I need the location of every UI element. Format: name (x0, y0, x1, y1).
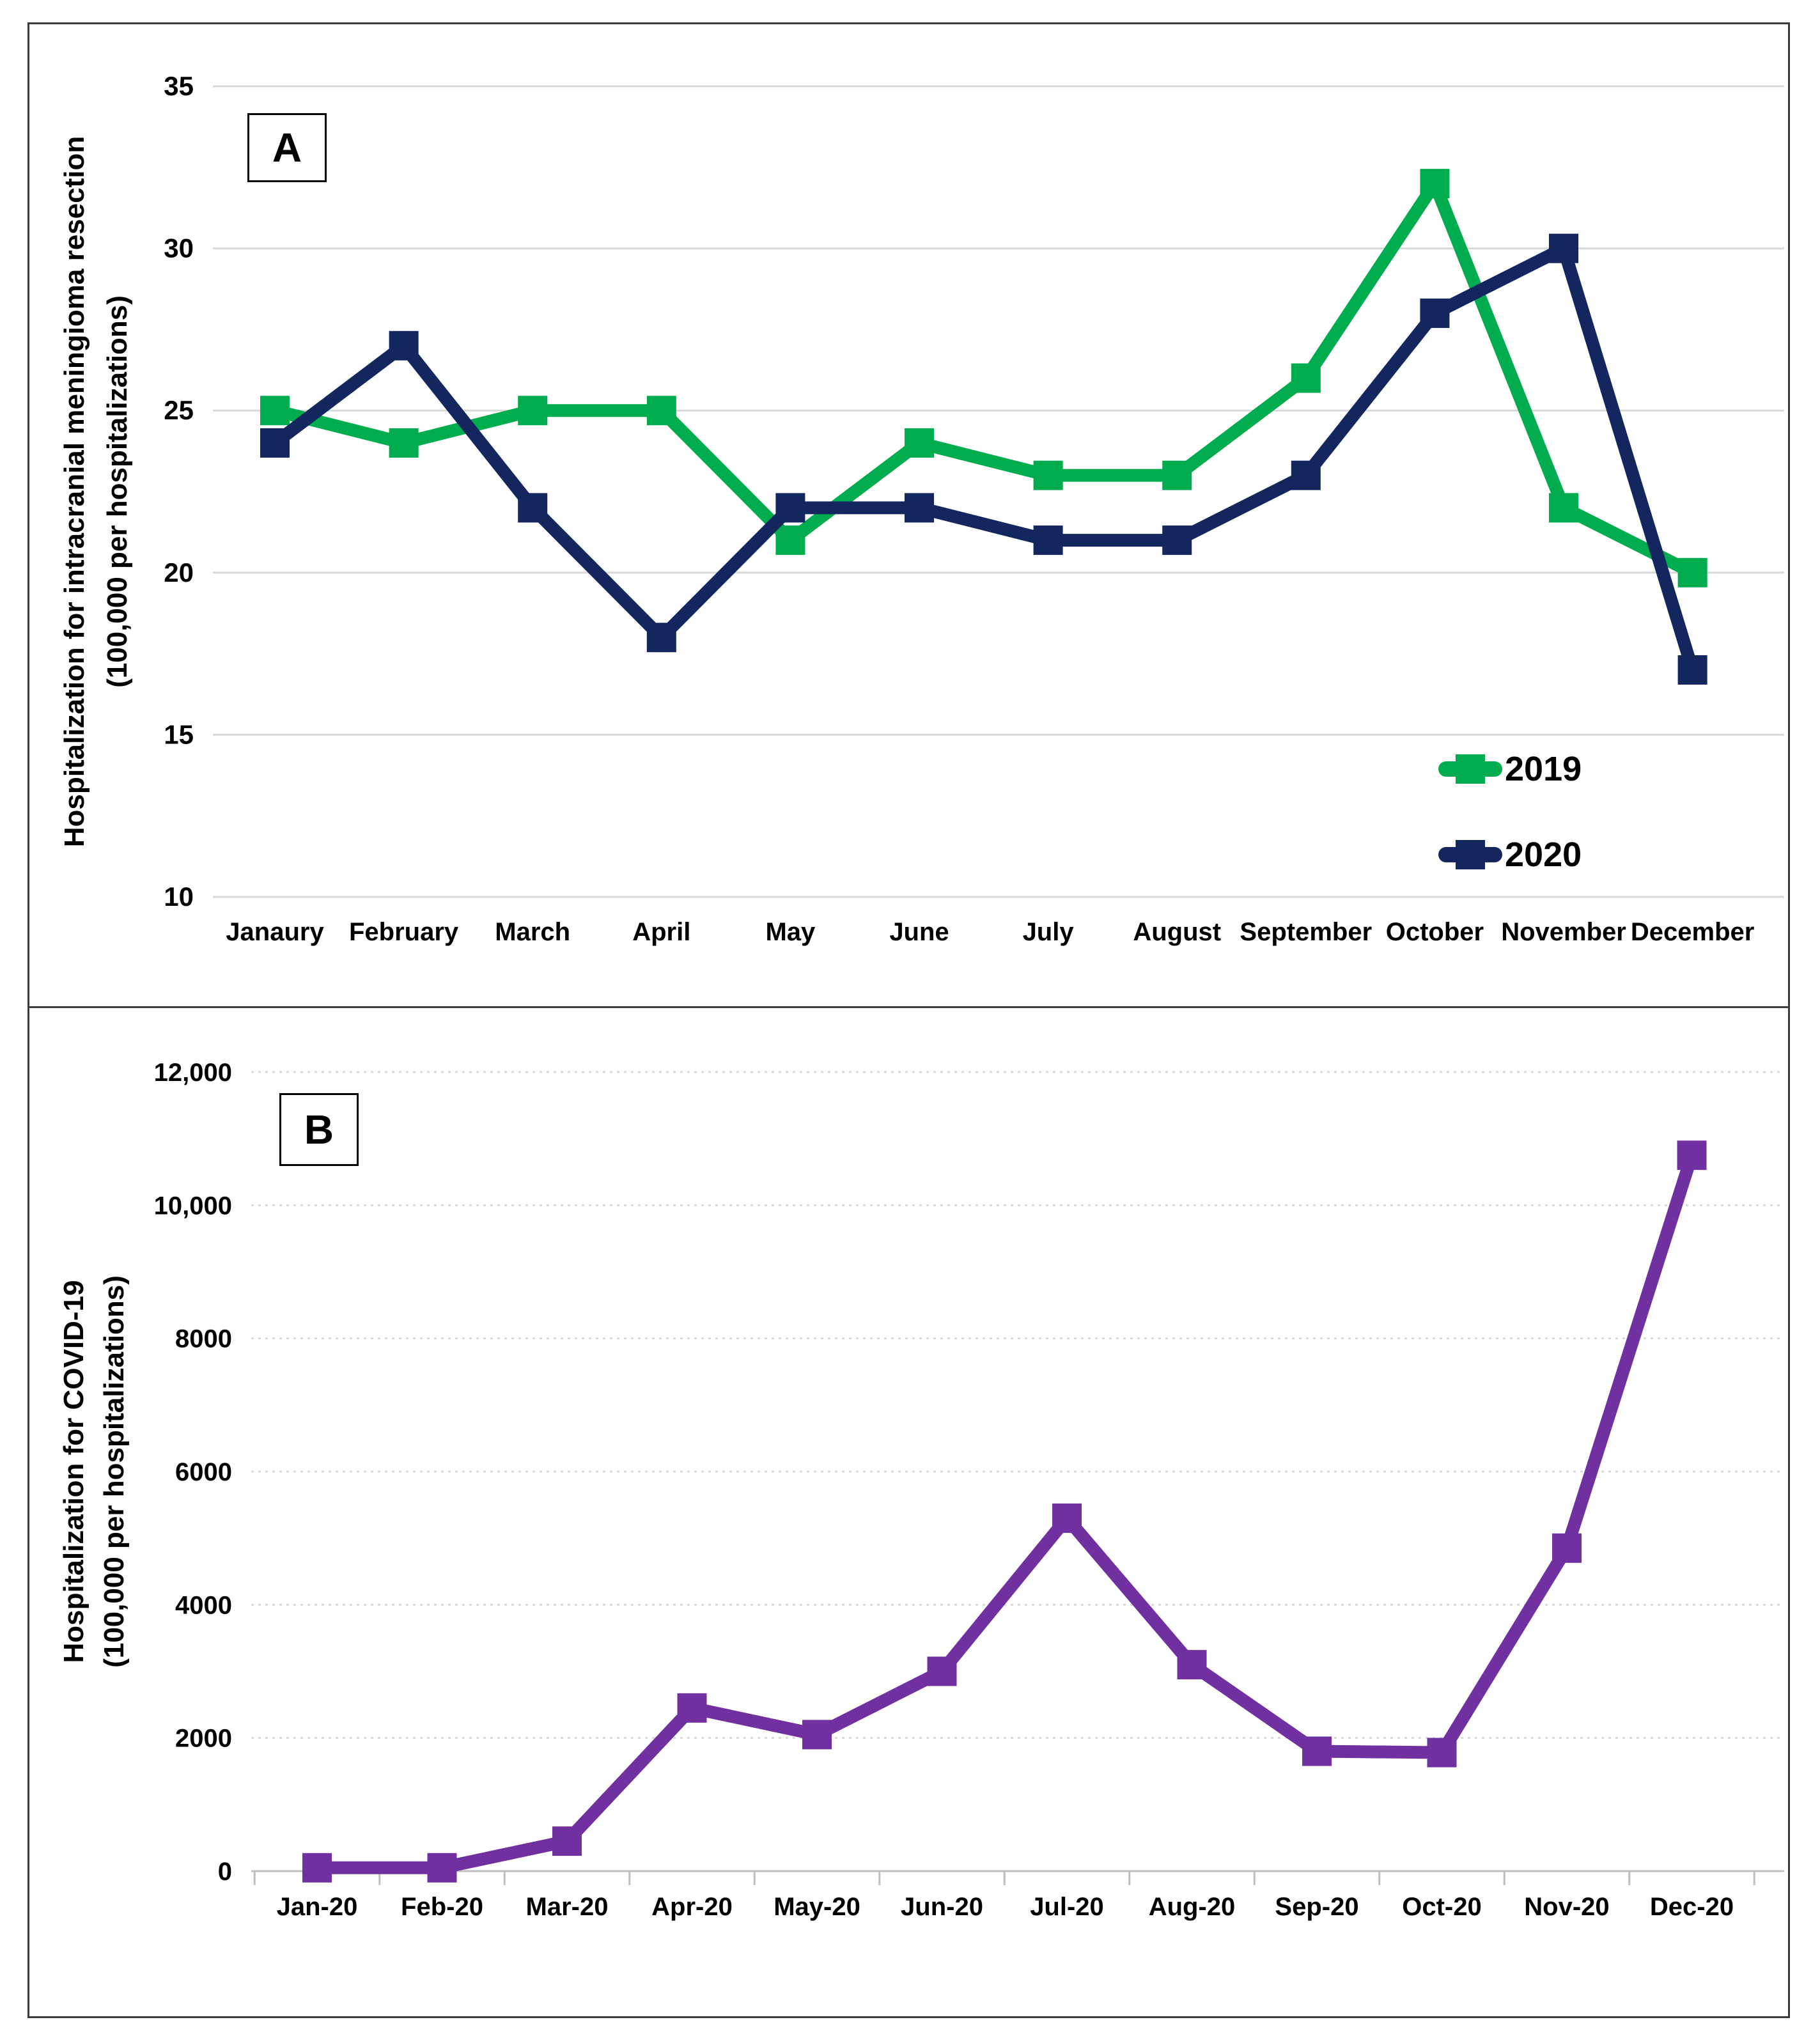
data-point-marker (1549, 233, 1578, 263)
legend-marker-2019-icon (1438, 754, 1502, 784)
legend-item-2020: 2020 (1438, 832, 1582, 877)
data-point-marker (1162, 525, 1192, 556)
data-point-marker (1291, 363, 1321, 393)
y-tick-label: 8000 (175, 1325, 232, 1353)
legend: 2019 2020 (1438, 747, 1582, 918)
x-tick-label: May (765, 918, 816, 946)
y-tick-label: 35 (164, 71, 194, 101)
y-axis-title-line1: Hospitalization for intracranial meningi… (59, 136, 90, 847)
x-tick-label: Aug-20 (1149, 1893, 1236, 1921)
data-point-marker (1291, 460, 1321, 490)
x-tick-label: Jun-20 (901, 1893, 983, 1921)
legend-item-2019: 2019 (1438, 747, 1582, 791)
data-point-marker (552, 1826, 582, 1856)
x-tick-label: Dec-20 (1650, 1893, 1734, 1921)
data-point-marker (1677, 1140, 1707, 1170)
x-tick-label: Apr-20 (651, 1893, 733, 1921)
data-point-marker (927, 1656, 957, 1686)
y-tick-label: 10 (164, 882, 194, 912)
x-tick-label: Nov-20 (1524, 1893, 1609, 1921)
y-tick-label: 25 (164, 395, 194, 425)
x-tick-label: June (889, 918, 949, 946)
data-point-marker (1033, 525, 1063, 556)
legend-marker-square-2020 (1456, 840, 1485, 869)
y-axis-title-line2: (100,000 per hospitalizations) (102, 295, 133, 688)
x-tick-label: Sep-20 (1275, 1893, 1358, 1921)
data-point-marker (905, 428, 934, 458)
legend-label-2020: 2020 (1505, 836, 1582, 874)
legend-marker-square-2019 (1456, 754, 1485, 784)
y-axis-title-line1: Hospitalization for COVID-19 (58, 1280, 89, 1663)
data-point-marker (1033, 460, 1063, 490)
data-point-marker (1177, 1650, 1207, 1680)
data-point-marker (518, 396, 548, 426)
series-line-2020 (270, 239, 1699, 672)
data-point-marker (802, 1720, 832, 1750)
x-tick-label: May-20 (774, 1893, 860, 1921)
series-line-B (317, 1153, 1699, 1874)
y-tick-label: 30 (164, 233, 194, 263)
x-tick-label: Mar-20 (526, 1893, 609, 1921)
data-point-marker (1052, 1503, 1082, 1533)
y-tick-label: 6000 (175, 1458, 232, 1486)
panel-letter-a: A (272, 125, 302, 171)
data-point-marker (260, 428, 290, 458)
data-point-marker (646, 396, 676, 426)
x-tick-label: Janaury (226, 918, 324, 946)
y-tick-label: 15 (164, 719, 194, 749)
x-tick-label: August (1133, 918, 1221, 946)
data-point-marker (427, 1853, 457, 1883)
x-tick-label: July (1023, 918, 1075, 946)
series-line-2019 (273, 169, 1696, 579)
data-point-marker (905, 493, 934, 523)
chart-A-svg: 35 30 25 20 15 10 Janaury February March April May… (59, 71, 1784, 946)
data-point-marker (1302, 1736, 1332, 1766)
data-point-marker (1677, 557, 1707, 587)
data-point-marker (260, 396, 290, 426)
x-tick-label: Jul-20 (1030, 1893, 1104, 1921)
data-point-marker (775, 525, 805, 556)
y-tick-label: 20 (164, 557, 194, 587)
data-point-marker (389, 428, 419, 458)
x-tick-label: September (1240, 918, 1372, 946)
data-point-marker (646, 623, 676, 653)
panel-label-a: A (247, 113, 327, 182)
panel-b: 12,000 10,000 8000 6000 4000 2000 0 Jan-20 Feb-2… (27, 1008, 1790, 2018)
x-tick-label: October (1386, 918, 1484, 946)
data-point-marker (518, 493, 548, 523)
panel-a: 35 30 25 20 15 10 Janaury February March April May… (27, 22, 1790, 1008)
x-tick-label: November (1501, 918, 1626, 946)
chart-B-svg: 12,000 10,000 8000 6000 4000 2000 0 Jan-20 Feb-2… (58, 1059, 1784, 1921)
y-tick-label: 2000 (175, 1725, 232, 1753)
x-tick-label: February (349, 918, 459, 946)
data-point-marker (775, 493, 805, 523)
x-tick-label: April (632, 918, 690, 946)
data-point-marker (677, 1693, 707, 1723)
legend-label-2019: 2019 (1505, 750, 1582, 788)
y-tick-label: 4000 (175, 1591, 232, 1619)
x-tick-label: Jan-20 (277, 1893, 358, 1921)
x-tick-label: March (495, 918, 570, 946)
x-tick-label: December (1631, 918, 1754, 946)
data-point-marker (302, 1853, 332, 1883)
data-point-marker (1427, 1737, 1457, 1768)
y-tick-label: 12,000 (154, 1059, 232, 1087)
y-tick-label: 10,000 (154, 1192, 232, 1220)
data-point-marker (1677, 655, 1707, 685)
data-point-marker (1549, 493, 1578, 523)
data-point-marker (1420, 169, 1450, 199)
data-point-marker (1162, 460, 1192, 490)
data-point-marker (1420, 299, 1450, 329)
x-tick-label: Oct-20 (1402, 1893, 1482, 1921)
y-tick-label: 0 (218, 1858, 232, 1886)
y-axis-title-line2: (100,000 per hospitalizations) (98, 1275, 130, 1668)
panel-letter-b: B (304, 1107, 334, 1153)
legend-marker-2020-icon (1438, 840, 1502, 869)
data-point-marker (389, 330, 419, 361)
data-point-marker (1552, 1533, 1582, 1563)
panel-label-b: B (279, 1093, 359, 1166)
x-tick-label: Feb-20 (401, 1893, 483, 1921)
